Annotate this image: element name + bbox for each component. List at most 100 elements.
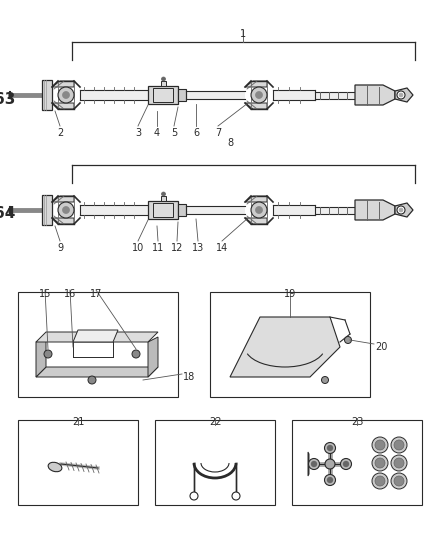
Circle shape xyxy=(132,350,140,358)
Text: 21: 21 xyxy=(72,417,84,427)
Text: 19: 19 xyxy=(284,289,296,299)
Polygon shape xyxy=(148,337,158,377)
Text: 17: 17 xyxy=(90,289,102,299)
Polygon shape xyxy=(73,330,118,342)
Bar xyxy=(315,206,355,214)
Circle shape xyxy=(88,376,96,384)
Bar xyxy=(186,206,245,214)
Bar xyxy=(155,420,275,505)
Text: 6: 6 xyxy=(193,128,199,138)
Circle shape xyxy=(372,455,388,471)
Text: 63: 63 xyxy=(0,92,16,107)
Bar xyxy=(80,90,148,100)
Bar xyxy=(153,88,173,102)
Text: 4: 4 xyxy=(154,128,160,138)
Bar xyxy=(210,292,370,397)
Bar xyxy=(161,196,166,201)
Polygon shape xyxy=(395,203,413,217)
Circle shape xyxy=(394,458,404,468)
Circle shape xyxy=(321,376,328,384)
Circle shape xyxy=(327,477,333,483)
Bar xyxy=(148,201,178,219)
Text: 7: 7 xyxy=(215,128,221,138)
Circle shape xyxy=(399,93,403,97)
Circle shape xyxy=(391,437,407,453)
Bar xyxy=(153,203,173,217)
Circle shape xyxy=(391,473,407,489)
Polygon shape xyxy=(355,200,395,220)
Circle shape xyxy=(58,87,74,103)
Circle shape xyxy=(255,206,262,214)
Circle shape xyxy=(397,206,405,214)
Circle shape xyxy=(343,461,349,467)
Text: 10: 10 xyxy=(132,243,144,253)
Circle shape xyxy=(232,492,240,500)
Polygon shape xyxy=(52,103,74,109)
Bar xyxy=(80,205,148,215)
Bar xyxy=(178,204,186,216)
Polygon shape xyxy=(355,85,395,105)
Ellipse shape xyxy=(48,462,62,472)
Text: 13: 13 xyxy=(192,243,204,253)
Polygon shape xyxy=(52,218,74,224)
Circle shape xyxy=(372,437,388,453)
Circle shape xyxy=(308,458,319,470)
Circle shape xyxy=(63,92,70,99)
Text: 12: 12 xyxy=(171,243,183,253)
Polygon shape xyxy=(36,367,158,377)
Circle shape xyxy=(58,202,74,218)
Circle shape xyxy=(327,445,333,451)
Circle shape xyxy=(394,476,404,486)
Text: 1: 1 xyxy=(240,29,246,39)
Polygon shape xyxy=(395,88,413,102)
Bar xyxy=(273,90,315,100)
Circle shape xyxy=(162,192,166,196)
Bar xyxy=(273,205,315,215)
Circle shape xyxy=(340,458,352,470)
Text: 18: 18 xyxy=(183,372,195,382)
Circle shape xyxy=(63,206,70,214)
Circle shape xyxy=(375,476,385,486)
Circle shape xyxy=(397,91,405,99)
Circle shape xyxy=(311,461,317,467)
Circle shape xyxy=(190,492,198,500)
Text: 15: 15 xyxy=(39,289,51,299)
Circle shape xyxy=(375,440,385,450)
Circle shape xyxy=(325,459,335,469)
Circle shape xyxy=(255,92,262,99)
Circle shape xyxy=(345,336,352,343)
Bar xyxy=(148,86,178,104)
Text: 22: 22 xyxy=(209,417,221,427)
Text: 20: 20 xyxy=(375,342,387,352)
Bar xyxy=(292,420,422,505)
Circle shape xyxy=(375,458,385,468)
Circle shape xyxy=(251,202,267,218)
Polygon shape xyxy=(36,332,158,342)
Circle shape xyxy=(325,474,336,486)
Bar xyxy=(178,89,186,101)
Text: 3: 3 xyxy=(135,128,141,138)
Polygon shape xyxy=(245,218,267,224)
Bar xyxy=(42,80,52,110)
Text: 5: 5 xyxy=(171,128,177,138)
Text: 9: 9 xyxy=(57,243,63,253)
Text: 16: 16 xyxy=(64,289,76,299)
Bar xyxy=(315,92,355,99)
Bar xyxy=(42,195,52,225)
Circle shape xyxy=(44,350,52,358)
Circle shape xyxy=(325,442,336,454)
Circle shape xyxy=(251,87,267,103)
Circle shape xyxy=(162,77,166,81)
Polygon shape xyxy=(245,196,267,202)
Circle shape xyxy=(391,455,407,471)
Bar xyxy=(18,420,138,505)
Polygon shape xyxy=(52,196,74,202)
Polygon shape xyxy=(245,103,267,109)
Bar xyxy=(161,81,166,86)
Text: 11: 11 xyxy=(152,243,164,253)
Polygon shape xyxy=(230,317,340,377)
Text: 14: 14 xyxy=(216,243,228,253)
Text: 2: 2 xyxy=(57,128,63,138)
Circle shape xyxy=(394,440,404,450)
Text: 64: 64 xyxy=(0,206,16,222)
